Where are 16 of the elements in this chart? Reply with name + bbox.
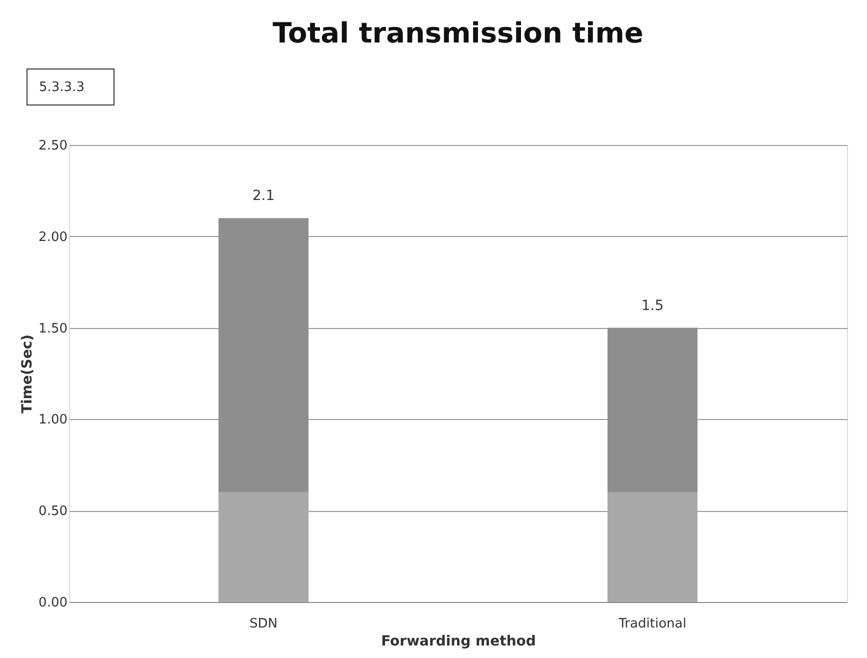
y-tick-label: 1.00 <box>38 412 68 428</box>
y-tick-label: 2.50 <box>38 138 68 154</box>
chart-title: Total transmission time <box>272 16 644 50</box>
x-tick-label: Traditional <box>618 616 686 632</box>
text: 5.3.3.3 <box>39 80 84 95</box>
y-tick-label: 1.50 <box>38 321 68 336</box>
total-label: 2.1 <box>252 188 275 204</box>
total-label: 1.5 <box>641 298 664 314</box>
bar <box>608 492 698 602</box>
y-tick-label: 0.00 <box>38 596 68 610</box>
y-tick-label: 0.50 <box>38 504 68 520</box>
bar <box>218 492 308 602</box>
x-tick-label: SDN <box>250 616 278 632</box>
y-tick-label: 2.00 <box>38 230 68 245</box>
y-axis-title: Time(Sec) <box>20 334 36 414</box>
x-axis-title: Forwarding method <box>381 634 536 650</box>
